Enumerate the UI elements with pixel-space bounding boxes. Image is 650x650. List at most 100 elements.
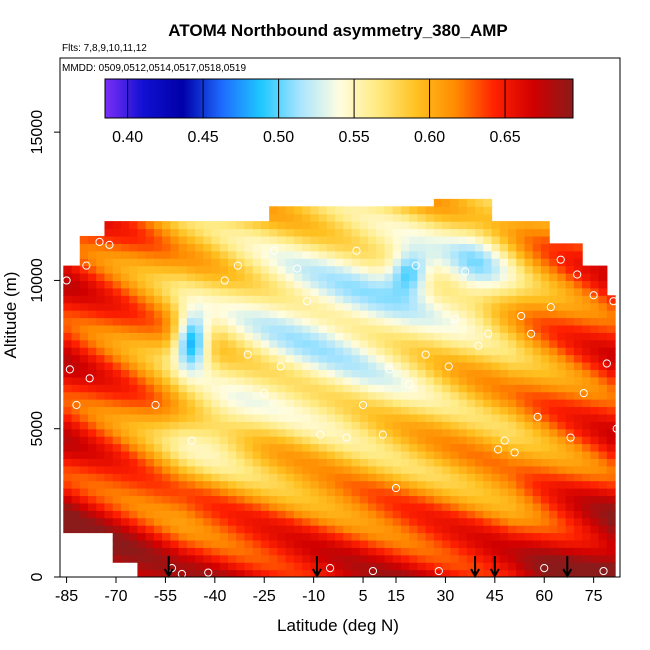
heatmap-cell	[277, 569, 287, 577]
heatmap-cell	[540, 450, 550, 459]
heatmap-cell	[120, 421, 130, 430]
heatmap-cell	[219, 221, 229, 230]
heatmap-cell	[540, 465, 550, 474]
heatmap-cell	[153, 332, 163, 341]
heatmap-cell	[450, 510, 460, 519]
heatmap-cell	[129, 310, 139, 319]
heatmap-cell	[368, 406, 377, 415]
heatmap-cell	[351, 547, 361, 556]
heatmap-cell	[71, 295, 81, 304]
heatmap-cell	[285, 280, 295, 289]
heatmap-cell	[557, 280, 567, 289]
heatmap-cell	[540, 510, 550, 519]
heatmap-cell	[606, 554, 616, 563]
heatmap-cell	[557, 369, 567, 378]
heatmap-cell	[252, 465, 262, 474]
heatmap-cell	[137, 413, 147, 422]
heatmap-cell	[491, 450, 501, 459]
heatmap-cell	[203, 562, 213, 571]
heatmap-cell	[186, 339, 196, 348]
heatmap-cell	[573, 510, 583, 519]
heatmap-cell	[565, 339, 575, 348]
heatmap-cell	[400, 206, 410, 215]
heatmap-cell	[277, 361, 287, 370]
heatmap-cell	[302, 310, 311, 319]
heatmap-cell	[310, 495, 320, 504]
heatmap-cell	[104, 421, 114, 430]
heatmap-cell	[450, 547, 460, 556]
heatmap-cell	[450, 428, 460, 437]
sample-point	[517, 311, 526, 321]
heatmap-cell	[318, 317, 328, 326]
heatmap-cell	[499, 539, 509, 548]
heatmap-cell	[508, 428, 517, 437]
heatmap-cell	[79, 287, 89, 296]
heatmap-cell	[433, 554, 443, 563]
heatmap-cell	[252, 258, 262, 267]
heatmap-cell	[310, 273, 320, 282]
heatmap-cell	[573, 502, 583, 511]
heatmap-cell	[170, 473, 180, 482]
heatmap-cell	[244, 384, 254, 393]
heatmap-cell	[425, 221, 435, 230]
heatmap-cell	[293, 221, 303, 230]
heatmap-cell	[310, 265, 320, 274]
heatmap-cell	[442, 295, 451, 304]
heatmap-cell	[508, 458, 517, 467]
heatmap-cell	[458, 480, 468, 489]
heatmap-cell	[499, 517, 509, 526]
heatmap-cell	[557, 554, 567, 563]
heatmap-cell	[162, 265, 171, 274]
heatmap-cell	[491, 250, 501, 259]
heatmap-cell	[450, 421, 460, 430]
heatmap-cell	[343, 517, 353, 526]
heatmap-cell	[170, 495, 180, 504]
heatmap-cell	[203, 221, 213, 230]
heatmap-cell	[359, 339, 369, 348]
heatmap-cell	[112, 295, 122, 304]
heatmap-cell	[252, 554, 262, 563]
heatmap-cell	[318, 265, 328, 274]
heatmap-cell	[178, 480, 188, 489]
heatmap-cell	[606, 421, 616, 430]
heatmap-cell	[236, 354, 246, 363]
heatmap-cell	[162, 235, 171, 244]
heatmap-cell	[549, 369, 559, 378]
heatmap-cell	[392, 317, 402, 326]
heatmap-cell	[195, 502, 204, 511]
heatmap-cell	[63, 488, 73, 497]
heatmap-cell	[450, 480, 460, 489]
heatmap-cell	[178, 525, 188, 534]
heatmap-cell	[260, 324, 270, 333]
heatmap-cell	[582, 287, 591, 296]
heatmap-cell	[104, 302, 114, 311]
heatmap-cell	[203, 243, 213, 252]
heatmap-cell	[228, 354, 237, 363]
heatmap-cell	[516, 532, 526, 541]
heatmap-cell	[540, 428, 550, 437]
heatmap-cell	[302, 273, 311, 282]
heatmap-cell	[129, 399, 139, 408]
heatmap-cell	[557, 295, 567, 304]
heatmap-cell	[244, 228, 254, 237]
heatmap-cell	[203, 287, 213, 296]
heatmap-cell	[219, 376, 229, 385]
heatmap-cell	[573, 376, 583, 385]
heatmap-cell	[483, 436, 493, 445]
heatmap-cell	[359, 539, 369, 548]
heatmap-cell	[129, 473, 139, 482]
heatmap-cell	[499, 473, 509, 482]
heatmap-cell	[145, 495, 155, 504]
heatmap-cell	[104, 295, 114, 304]
heatmap-cell	[483, 361, 493, 370]
heatmap-cell	[318, 465, 328, 474]
heatmap-cell	[195, 562, 204, 571]
heatmap-cell	[392, 413, 402, 422]
heatmap-cell	[137, 399, 147, 408]
heatmap-cell	[549, 250, 559, 259]
heatmap-cell	[475, 347, 484, 356]
heatmap-cell	[195, 458, 204, 467]
heatmap-cell	[376, 436, 386, 445]
heatmap-cell	[466, 258, 476, 267]
